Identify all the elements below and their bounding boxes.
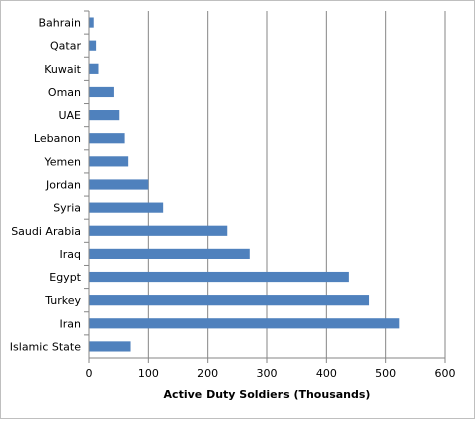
x-tick-label: 100 bbox=[138, 367, 159, 380]
bar bbox=[89, 225, 228, 236]
category-label: Egypt bbox=[49, 271, 81, 284]
category-label: Qatar bbox=[50, 40, 81, 53]
bar bbox=[89, 179, 149, 190]
bar bbox=[89, 271, 349, 283]
category-label: Bahrain bbox=[38, 17, 81, 30]
bar bbox=[89, 133, 125, 144]
category-label: Jordan bbox=[45, 179, 81, 192]
tick-labels: 0 100 200 300 400 500 600 bbox=[86, 367, 456, 380]
x-tick-label: 300 bbox=[257, 367, 278, 380]
x-tick-label: 400 bbox=[316, 367, 337, 380]
x-axis-title: Active Duty Soldiers (Thousands) bbox=[164, 388, 371, 401]
category-label: Iran bbox=[60, 317, 82, 330]
category-label: Turkey bbox=[44, 294, 81, 307]
bar bbox=[89, 40, 97, 51]
category-label: Yemen bbox=[44, 155, 82, 168]
category-label: Syria bbox=[53, 202, 81, 215]
x-tick-label: 0 bbox=[86, 367, 93, 380]
category-label: Iraq bbox=[60, 248, 82, 261]
bar bbox=[89, 248, 250, 259]
bar bbox=[89, 86, 114, 98]
category-label: Oman bbox=[48, 86, 81, 99]
bar bbox=[89, 318, 400, 329]
x-tick-label: 600 bbox=[435, 367, 456, 380]
category-label: Islamic State bbox=[10, 340, 81, 353]
category-labels: Bahrain Qatar Kuwait Oman UAE Lebanon Yemen Jor… bbox=[10, 17, 82, 354]
bar bbox=[89, 63, 99, 74]
axes bbox=[88, 11, 445, 359]
bar bbox=[89, 110, 120, 121]
bars bbox=[89, 17, 400, 352]
category-label: UAE bbox=[58, 109, 81, 122]
bar bbox=[89, 202, 164, 213]
gridlines bbox=[84, 10, 446, 363]
bar bbox=[89, 341, 131, 352]
bar bbox=[89, 17, 94, 28]
bar bbox=[89, 156, 129, 167]
x-tick-label: 200 bbox=[197, 367, 218, 380]
category-label: Saudi Arabia bbox=[11, 225, 81, 238]
x-tick-label: 500 bbox=[375, 367, 396, 380]
bar bbox=[89, 295, 370, 306]
category-label: Kuwait bbox=[44, 63, 81, 76]
category-label: Lebanon bbox=[34, 132, 81, 145]
